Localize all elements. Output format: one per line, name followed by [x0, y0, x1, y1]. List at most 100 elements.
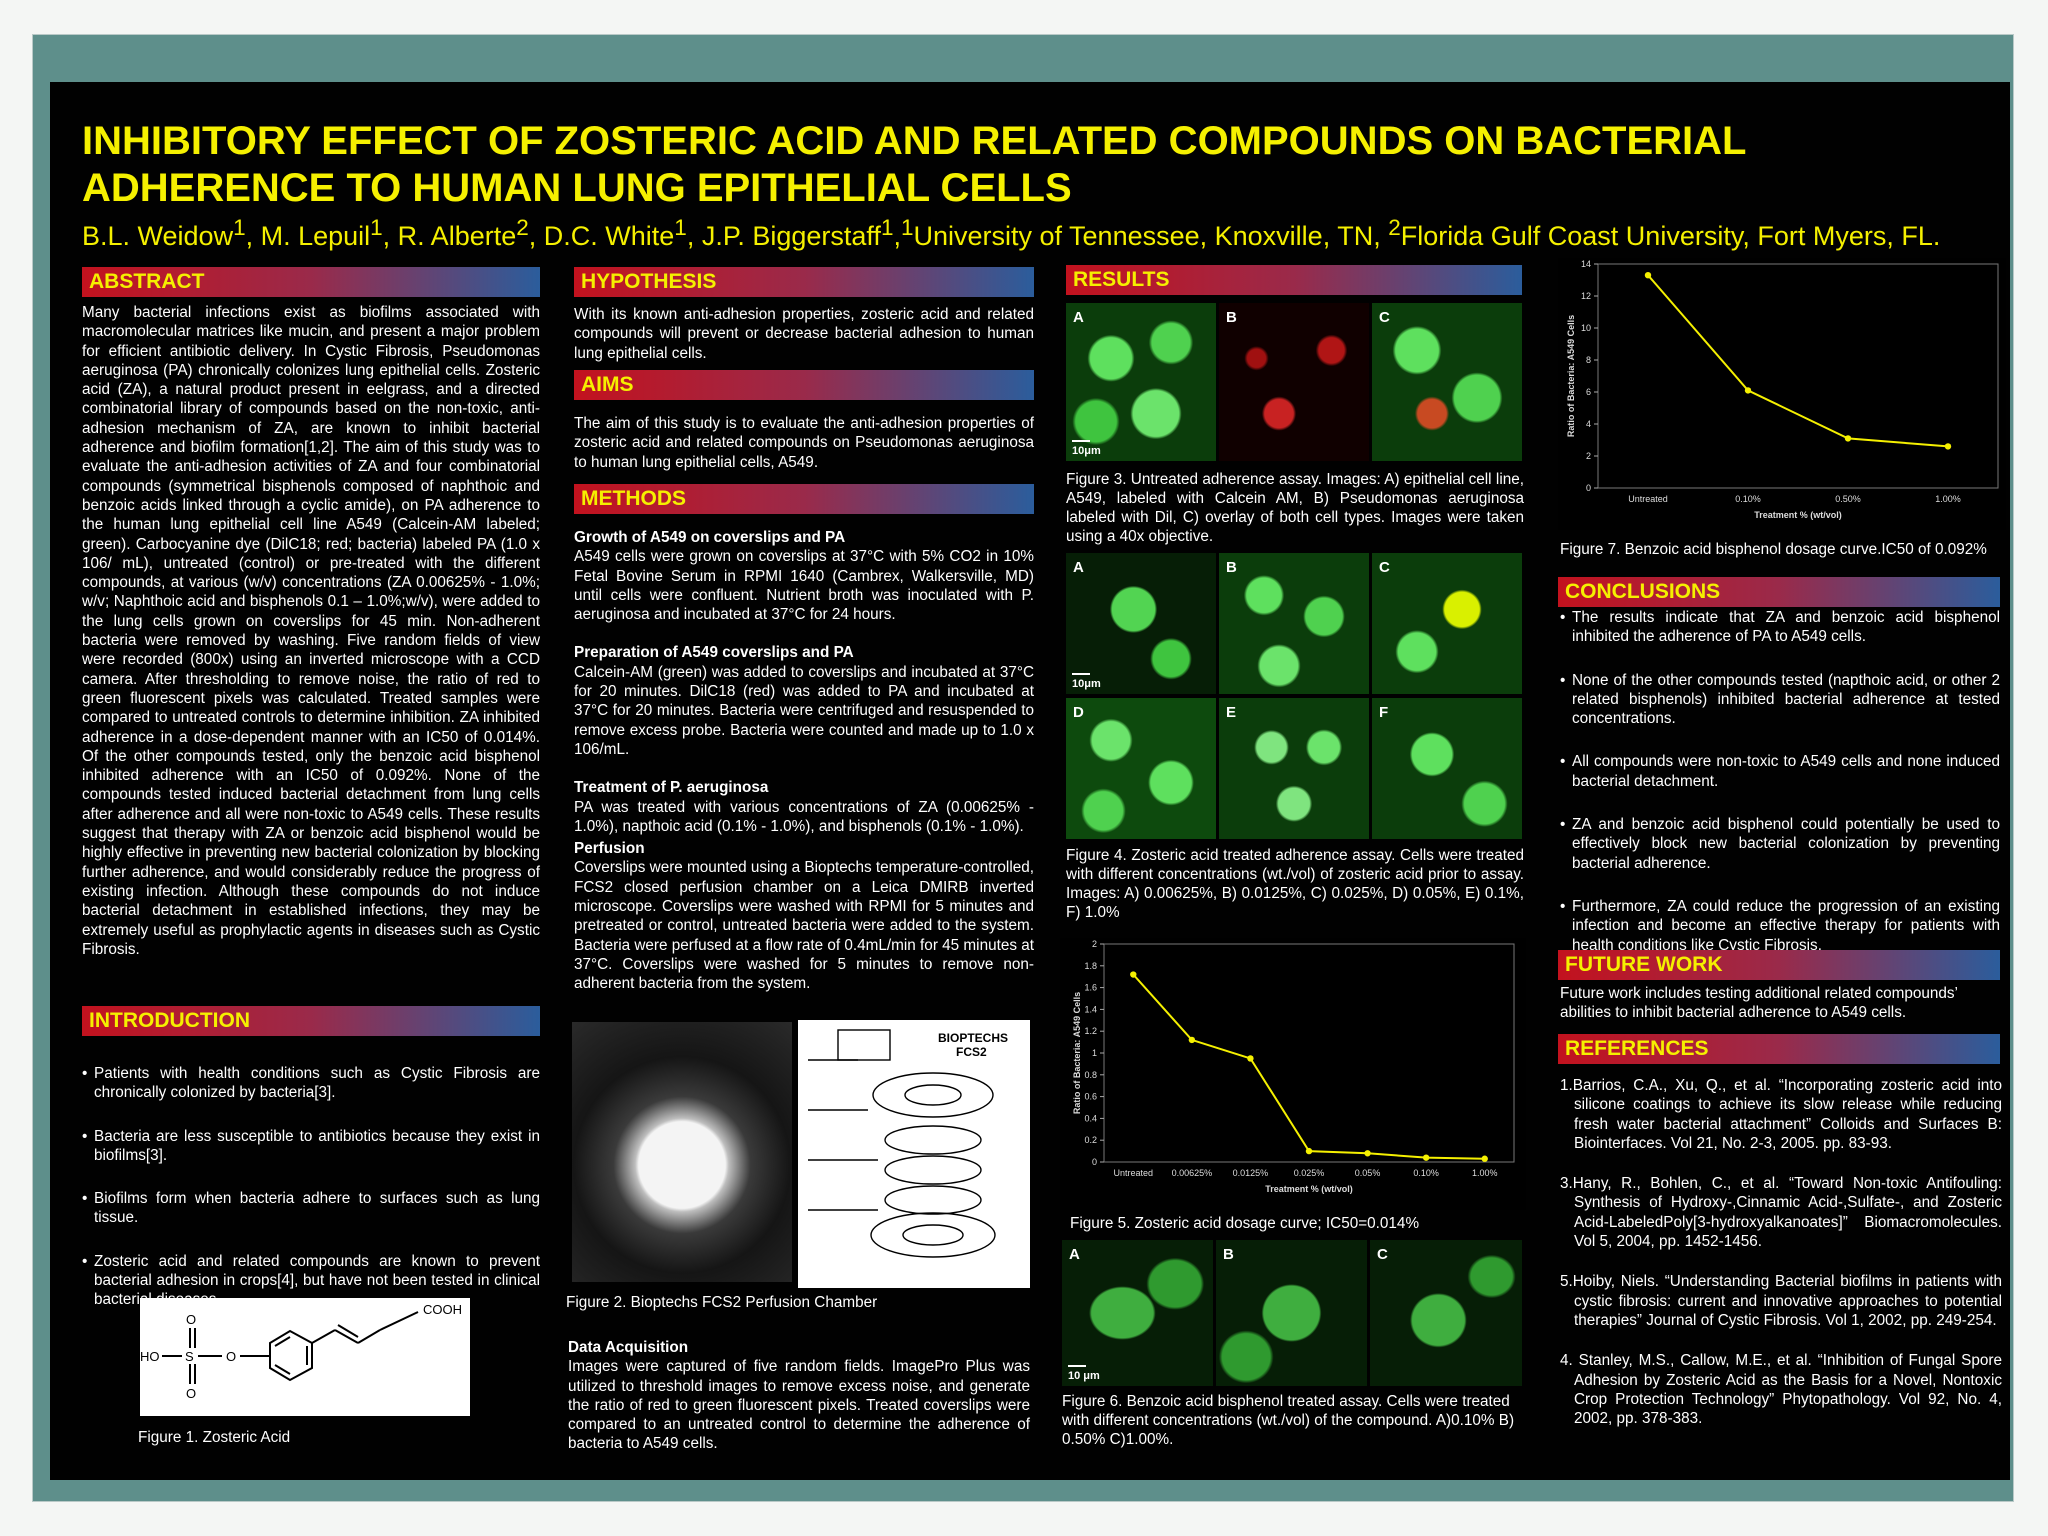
- figure3-caption: Figure 3. Untreated adherence assay. Ima…: [1066, 471, 1524, 545]
- oxygen-label: O: [186, 1386, 196, 1401]
- author-names: B.L. Weidow: [82, 221, 234, 251]
- abstract-heading: ABSTRACT: [82, 267, 540, 297]
- figure4-panel-d: D: [1066, 698, 1216, 839]
- affil-mark: 1: [370, 215, 383, 240]
- reference-item-1: 1.Barrios, C.A., Xu, Q., et al. “Incorpo…: [1560, 1077, 2002, 1152]
- x-tick-label: 0.0125%: [1233, 1168, 1269, 1178]
- author-names: , J.P. Biggerstaff: [686, 221, 881, 251]
- x-tick-label: 1.00%: [1472, 1168, 1498, 1178]
- introduction-item-2: Bacteria are less susceptible to antibio…: [82, 1127, 540, 1166]
- methods-para-3: PA was treated with various concentratio…: [574, 798, 1034, 835]
- affil-mark: 1: [674, 215, 687, 240]
- author-names: , D.C. White: [528, 221, 675, 251]
- oxygen-label: O: [226, 1349, 236, 1364]
- figure4-panel-e: E: [1219, 698, 1369, 839]
- methods-text: Growth of A549 on coverslips and PA A549 …: [574, 528, 1034, 994]
- future-work-text: Future work includes testing additional …: [1560, 985, 1958, 1022]
- figure6-panel-c: C: [1370, 1240, 1522, 1386]
- reference-item-2: 3.Hany, R., Bohlen, C., et al. “Toward N…: [1560, 1175, 2002, 1251]
- figure1-caption: Figure 1. Zosteric Acid: [138, 1429, 291, 1446]
- data-point: [1364, 1150, 1371, 1157]
- molecule-diagram: COOH HO S O O O: [140, 1302, 462, 1401]
- data-point: [1188, 1036, 1196, 1044]
- y-tick-label: 8: [1586, 355, 1591, 365]
- aims-text: The aim of this study is to evaluate the…: [574, 415, 1034, 471]
- conclusion-item-1: The results indicate that ZA and benzoic…: [1560, 608, 2000, 647]
- bioptechs-label: BIOPTECHS: [938, 1031, 1008, 1045]
- y-tick-label: 0.8: [1084, 1070, 1097, 1080]
- data-point: [1844, 435, 1852, 442]
- affil-mark: 1: [880, 215, 894, 240]
- y-tick-label: 10: [1581, 323, 1591, 333]
- figure2-caption: Figure 2. Bioptechs FCS2 Perfusion Chamb…: [566, 1294, 878, 1311]
- conclusions-heading: CONCLUSIONS: [1558, 577, 2000, 607]
- figure7-svg: 0 2 4 6 8 10 12 14 Untreated 0.10% 0.50% 1.00% Treat…: [1566, 259, 1999, 520]
- y-tick-label: 2: [1586, 451, 1591, 461]
- references-heading: REFERENCES: [1558, 1034, 2000, 1064]
- plot-area: [1103, 943, 1515, 1163]
- x-tick-label: 0.10%: [1735, 494, 1761, 504]
- aims-heading: AIMS: [574, 370, 1034, 400]
- references-list: 1.Barrios, C.A., Xu, Q., et al. “Incorpo…: [1560, 1076, 2002, 1449]
- data-point: [1944, 443, 1952, 450]
- data-point: [1422, 1154, 1430, 1161]
- poster-title: INHIBITORY EFFECT OF ZOSTERIC ACID AND R…: [82, 119, 1746, 210]
- methods-sub-2: Preparation of A549 coverslips and PA: [574, 644, 854, 662]
- data-point: [1644, 272, 1652, 279]
- plot-area: [1597, 263, 1999, 489]
- sulfur-label: S: [185, 1349, 194, 1364]
- reference-item-4: 4. Stanley, M.S., Callow, M.E., et al. “…: [1560, 1352, 2002, 1428]
- author-names: , R. Alberte: [382, 221, 517, 251]
- figure4-caption: Figure 4. Zosteric acid treated adherenc…: [1066, 847, 1524, 921]
- y-tick-label: 0.4: [1084, 1113, 1097, 1123]
- figure6-panels: A 10 μm B C: [1062, 1240, 1522, 1386]
- figure4-panel-a: A 10μm: [1066, 553, 1216, 694]
- series-line: [1132, 973, 1485, 1160]
- y-tick-label: 1.8: [1084, 961, 1097, 971]
- affiliation: Florida Gulf Coast University, Fort Myer…: [1400, 221, 1941, 251]
- figure5-svg: 0 0.2 0.4 0.6 0.8 1 1.2 1.4 1.6 1.8 2 Untreated 0.00…: [1072, 939, 1515, 1194]
- affiliation: University of Tennessee, Knoxville, TN,: [913, 221, 1389, 251]
- results-heading: RESULTS: [1066, 265, 1522, 295]
- y-tick-label: 1: [1092, 1048, 1097, 1058]
- x-tick-label: 0.00625%: [1172, 1168, 1213, 1178]
- methods-para-1: A549 cells were grown on coverslips at 3…: [574, 548, 1034, 624]
- figure3-panel-b: B: [1219, 303, 1369, 461]
- y-tick-label: 1.2: [1084, 1026, 1097, 1036]
- author-names: , M. Lepuil: [245, 221, 371, 251]
- conclusion-item-4: ZA and benzoic acid bisphenol could pote…: [1560, 815, 2000, 873]
- conclusion-item-2: None of the other compounds tested (napt…: [1560, 671, 2000, 729]
- x-tick-label: 0.025%: [1294, 1168, 1325, 1178]
- y-tick-label: 1.4: [1084, 1004, 1097, 1014]
- figure5-caption: Figure 5. Zosteric acid dosage curve; IC…: [1070, 1215, 1420, 1232]
- y-axis-label: Ratio of Bacteria: A549 Cells: [1566, 315, 1576, 437]
- figure7-caption: Figure 7. Benzoic acid bisphenol dosage …: [1560, 541, 1987, 558]
- affil-mark: 2: [1388, 215, 1401, 240]
- data-point: [1305, 1147, 1313, 1155]
- methods-para-2: Calcein-AM (green) was added to coversli…: [574, 663, 1034, 758]
- introduction-heading: INTRODUCTION: [82, 1006, 540, 1036]
- abstract-text: Many bacterial infections exist as biofi…: [82, 304, 540, 958]
- oxygen-label: O: [186, 1312, 196, 1327]
- conclusion-item-3: All compounds were non-toxic to A549 cel…: [1560, 752, 2000, 791]
- figure4-panel-b: B: [1219, 553, 1369, 694]
- fcs2-label: FCS2: [956, 1045, 987, 1059]
- future-work-heading: FUTURE WORK: [1558, 950, 2000, 980]
- introduction-list: Patients with health conditions such as …: [82, 1064, 540, 1334]
- y-tick-label: 0: [1092, 1157, 1097, 1167]
- data-point: [1247, 1055, 1254, 1062]
- x-tick-label: 0.10%: [1413, 1168, 1439, 1178]
- x-axis-label: Treatment % (wt/vol): [1754, 510, 1842, 520]
- figure5-chart: 0 0.2 0.4 0.6 0.8 1 1.2 1.4 1.6 1.8 2 Untreated 0.00…: [1060, 938, 1526, 1210]
- methods-sub-1: Growth of A549 on coverslips and PA: [574, 529, 846, 546]
- y-tick-label: 14: [1581, 259, 1591, 269]
- series-line: [1647, 274, 1949, 448]
- methods-para-5: Images were captured of five random fiel…: [568, 1358, 1030, 1453]
- figure6-caption: Figure 6. Benzoic acid bisphenol treated…: [1062, 1393, 1515, 1448]
- data-acquisition-section: Data Acquisition Images were captured of…: [568, 1338, 1030, 1454]
- figure6-panel-b: B: [1216, 1240, 1367, 1386]
- methods-sub-5: Data Acquisition: [568, 1339, 689, 1356]
- y-tick-label: 12: [1581, 291, 1591, 301]
- x-tick-label: 0.05%: [1355, 1168, 1381, 1178]
- x-tick-label: 0.50%: [1835, 494, 1861, 504]
